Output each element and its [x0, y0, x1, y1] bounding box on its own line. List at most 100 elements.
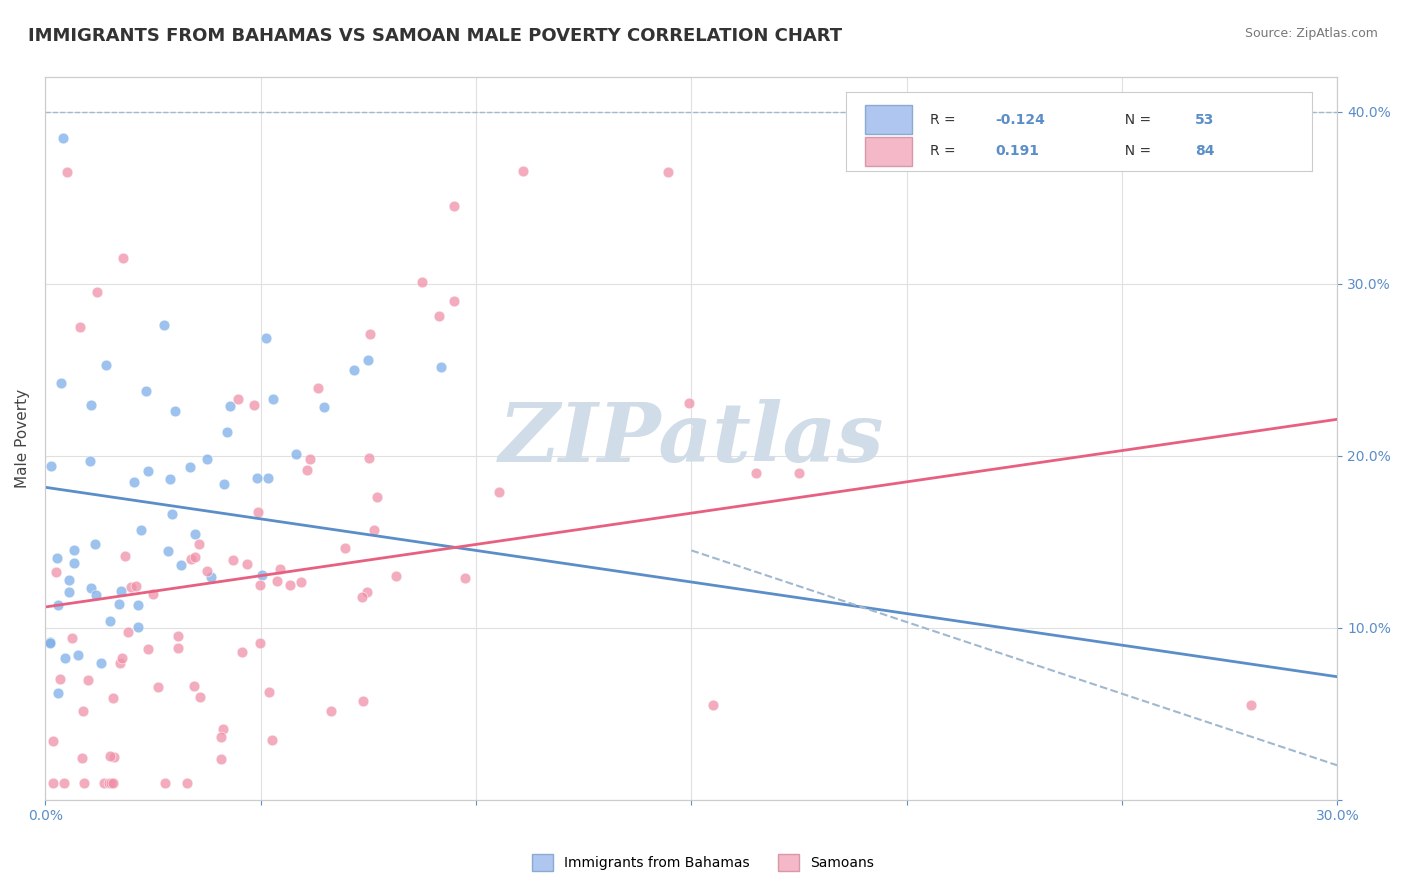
- Immigrants from Bahamas: [179, 460, 201, 475]
- Immigrants from Bahamas: [98, 614, 121, 628]
- Samoans: [125, 579, 148, 593]
- Samoans: [184, 550, 207, 565]
- Immigrants from Bahamas: [153, 318, 176, 333]
- Samoans: [97, 775, 120, 789]
- Samoans: [148, 681, 170, 695]
- Immigrants from Bahamas: [41, 458, 63, 473]
- Samoans: [183, 679, 205, 693]
- Samoans: [108, 656, 131, 670]
- Samoans: [222, 552, 245, 566]
- Samoans: [73, 775, 96, 789]
- Samoans: [512, 164, 534, 178]
- Samoans: [278, 578, 301, 592]
- Samoans: [166, 640, 188, 655]
- Samoans: [702, 698, 724, 713]
- Samoans: [93, 775, 115, 789]
- Samoans: [153, 775, 176, 789]
- Samoans: [42, 734, 65, 748]
- Immigrants from Bahamas: [110, 583, 132, 598]
- Samoans: [45, 566, 67, 580]
- Samoans: [212, 722, 235, 736]
- Samoans: [49, 673, 72, 687]
- Immigrants from Bahamas: [170, 558, 193, 572]
- Samoans: [111, 251, 134, 265]
- Immigrants from Bahamas: [163, 404, 186, 418]
- Samoans: [101, 691, 124, 706]
- Samoans: [350, 591, 373, 605]
- Samoans: [427, 309, 450, 323]
- Immigrants from Bahamas: [84, 588, 107, 602]
- Samoans: [190, 690, 212, 704]
- Text: Source: ZipAtlas.com: Source: ZipAtlas.com: [1244, 27, 1378, 40]
- Text: ZIPatlas: ZIPatlas: [499, 399, 884, 479]
- Immigrants from Bahamas: [159, 472, 181, 486]
- Samoans: [86, 285, 108, 300]
- Immigrants from Bahamas: [246, 471, 269, 485]
- Immigrants from Bahamas: [357, 353, 380, 368]
- Samoans: [363, 524, 385, 538]
- Text: IMMIGRANTS FROM BAHAMAS VS SAMOAN MALE POVERTY CORRELATION CHART: IMMIGRANTS FROM BAHAMAS VS SAMOAN MALE P…: [28, 27, 842, 45]
- Samoans: [249, 635, 271, 649]
- Samoans: [243, 398, 266, 412]
- Samoans: [142, 587, 165, 601]
- Samoans: [114, 549, 136, 563]
- Samoans: [411, 275, 433, 289]
- Immigrants from Bahamas: [63, 556, 86, 570]
- Samoans: [307, 381, 329, 395]
- Immigrants from Bahamas: [156, 543, 179, 558]
- Immigrants from Bahamas: [135, 384, 157, 399]
- Samoans: [72, 704, 94, 718]
- Immigrants from Bahamas: [124, 475, 146, 490]
- Samoans: [101, 775, 124, 789]
- Immigrants from Bahamas: [183, 526, 205, 541]
- Immigrants from Bahamas: [108, 597, 131, 611]
- Samoans: [69, 319, 91, 334]
- Immigrants from Bahamas: [58, 573, 80, 587]
- Samoans: [319, 704, 342, 718]
- Immigrants from Bahamas: [90, 656, 112, 670]
- Samoans: [56, 165, 79, 179]
- Immigrants from Bahamas: [62, 543, 84, 558]
- Immigrants from Bahamas: [212, 477, 235, 491]
- Immigrants from Bahamas: [49, 376, 72, 390]
- Immigrants from Bahamas: [215, 425, 238, 440]
- Samoans: [180, 551, 202, 566]
- Samoans: [299, 451, 322, 466]
- Samoans: [53, 775, 76, 789]
- Samoans: [103, 749, 125, 764]
- Immigrants from Bahamas: [136, 464, 159, 478]
- Samoans: [228, 392, 250, 406]
- Samoans: [787, 466, 810, 480]
- Samoans: [76, 673, 98, 687]
- Immigrants from Bahamas: [312, 400, 335, 414]
- Samoans: [1240, 698, 1263, 713]
- Samoans: [120, 580, 142, 594]
- Samoans: [111, 651, 134, 665]
- Samoans: [356, 585, 378, 599]
- Samoans: [385, 569, 408, 583]
- Samoans: [231, 645, 253, 659]
- Immigrants from Bahamas: [162, 507, 184, 521]
- Samoans: [209, 730, 232, 744]
- Samoans: [176, 775, 198, 789]
- Samoans: [60, 631, 83, 645]
- Samoans: [167, 629, 190, 643]
- Samoans: [352, 694, 374, 708]
- Immigrants from Bahamas: [53, 651, 76, 665]
- Immigrants from Bahamas: [79, 454, 101, 468]
- Samoans: [209, 752, 232, 766]
- Samoans: [266, 574, 288, 588]
- Immigrants from Bahamas: [46, 599, 69, 613]
- Samoans: [745, 466, 768, 480]
- Immigrants from Bahamas: [80, 581, 103, 595]
- Immigrants from Bahamas: [51, 130, 73, 145]
- Samoans: [295, 463, 318, 477]
- Samoans: [117, 625, 139, 640]
- Immigrants from Bahamas: [285, 447, 308, 461]
- Immigrants from Bahamas: [195, 452, 218, 467]
- Samoans: [1154, 139, 1177, 153]
- Samoans: [488, 485, 510, 500]
- Immigrants from Bahamas: [127, 620, 149, 634]
- Samoans: [366, 490, 388, 504]
- Samoans: [246, 505, 269, 519]
